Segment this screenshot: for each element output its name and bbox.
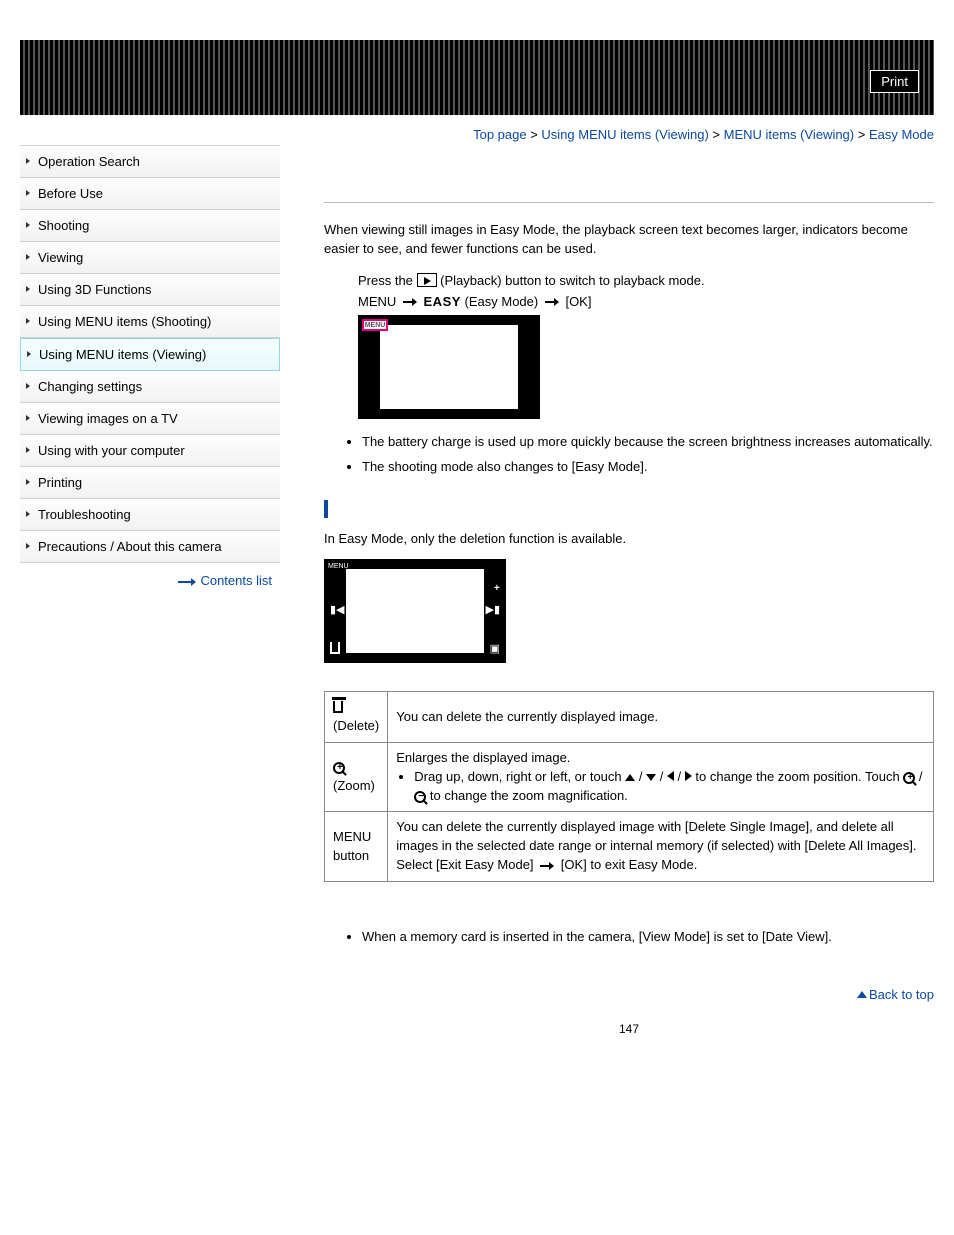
up-arrow-icon: [857, 991, 867, 998]
arrow-right-icon: [403, 298, 417, 306]
prev-icon: ▮◀: [330, 603, 345, 616]
illustration-screen: [346, 569, 484, 653]
sidebar-list: Operation SearchBefore UseShootingViewin…: [20, 145, 280, 563]
intro-text: When viewing still images in Easy Mode, …: [324, 221, 934, 259]
back-to-top-link[interactable]: Back to top: [869, 987, 934, 1002]
function-table: (Delete) You can delete the currently di…: [324, 691, 934, 882]
sidebar-item[interactable]: Before Use: [20, 178, 280, 210]
header-bar: Print: [20, 40, 934, 115]
table-row: MENU button You can delete the currently…: [325, 812, 934, 882]
page-number: 147: [324, 1022, 934, 1036]
breadcrumb-sep: >: [854, 127, 869, 142]
text: to change the zoom position. Touch: [695, 769, 903, 784]
breadcrumb-sep: >: [709, 127, 724, 142]
sub-bullets: Drag up, down, right or left, or touch /…: [414, 768, 925, 806]
breadcrumb-item[interactable]: MENU items (Viewing): [724, 127, 855, 142]
breadcrumb-item[interactable]: Using MENU items (Viewing): [541, 127, 708, 142]
row-desc: Enlarges the displayed image. Drag up, d…: [388, 742, 934, 812]
text: MENU: [358, 294, 400, 309]
text: [OK] to exit Easy Mode.: [557, 857, 697, 872]
text: (Playback) button to switch to playback …: [437, 273, 705, 288]
row-desc: You can delete the currently displayed i…: [388, 692, 934, 743]
table-row: (Zoom) Enlarges the displayed image. Dra…: [325, 742, 934, 812]
row-head-label: (Zoom): [333, 778, 375, 793]
row-head-delete: (Delete): [325, 692, 388, 743]
step-line-1: Press the (Playback) button to switch to…: [358, 273, 934, 288]
illustration-screen: [380, 325, 518, 409]
trash-icon: [333, 701, 343, 713]
illustration-2: MENU ▮◀ ▶▮ ▣: [324, 559, 506, 663]
contents-list-link[interactable]: Contents list: [20, 573, 280, 588]
down-icon: [646, 774, 656, 781]
list-item: The shooting mode also changes to [Easy …: [362, 458, 934, 477]
text: Enlarges the displayed image.: [396, 749, 925, 768]
back-to-top[interactable]: Back to top: [324, 987, 934, 1002]
text: Press the: [358, 273, 417, 288]
zoom-out-icon: [414, 791, 426, 803]
sidebar-item[interactable]: Changing settings: [20, 371, 280, 403]
note-list-2: When a memory card is inserted in the ca…: [358, 928, 934, 947]
step-block: Press the (Playback) button to switch to…: [358, 273, 934, 419]
breadcrumb-sep: >: [527, 127, 542, 142]
text: You can delete the currently displayed i…: [396, 818, 925, 856]
up-icon: [625, 774, 635, 781]
easy-mode-icon: EASY: [424, 294, 461, 309]
table-row: (Delete) You can delete the currently di…: [325, 692, 934, 743]
sidebar-item[interactable]: Viewing: [20, 242, 280, 274]
print-button[interactable]: Print: [870, 70, 919, 93]
text: Select [Exit Easy Mode]: [396, 857, 537, 872]
arrow-right-icon: [545, 298, 559, 306]
row-head-zoom: (Zoom): [325, 742, 388, 812]
trash-icon: [330, 642, 340, 655]
menu-label-icon: MENU: [328, 563, 349, 570]
text: Drag up, down, right or left, or touch: [414, 769, 625, 784]
next-icon: ▶▮: [485, 603, 500, 616]
list-item: Drag up, down, right or left, or touch /…: [414, 768, 925, 806]
row-head-menu: MENU button: [325, 812, 388, 882]
sidebar-item[interactable]: Troubleshooting: [20, 499, 280, 531]
right-icon: [685, 771, 692, 781]
arrow-right-icon: [540, 862, 554, 870]
list-item: When a memory card is inserted in the ca…: [362, 928, 934, 947]
sidebar-item[interactable]: Using with your computer: [20, 435, 280, 467]
text: (Easy Mode): [461, 294, 542, 309]
zoom-in-icon: [490, 583, 502, 595]
sidebar-item[interactable]: Using MENU items (Shooting): [20, 306, 280, 338]
list-item: The battery charge is used up more quick…: [362, 433, 934, 452]
text: [OK]: [562, 294, 592, 309]
text-line: Select [Exit Easy Mode] [OK] to exit Eas…: [396, 856, 925, 875]
sidebar-item[interactable]: Operation Search: [20, 146, 280, 178]
section2-intro: In Easy Mode, only the deletion function…: [324, 530, 934, 549]
divider: [324, 202, 934, 203]
text: button: [333, 848, 369, 863]
section-marker-icon: [324, 500, 328, 518]
text: to change the zoom magnification.: [430, 788, 628, 803]
breadcrumb: Top page > Using MENU items (Viewing) > …: [324, 127, 934, 142]
illustration-1: MENU: [358, 315, 540, 419]
zoom-in-icon: [903, 772, 915, 784]
row-desc: You can delete the currently displayed i…: [388, 812, 934, 882]
sidebar-item[interactable]: Precautions / About this camera: [20, 531, 280, 563]
contents-list-label[interactable]: Contents list: [200, 573, 272, 588]
content-area: Top page > Using MENU items (Viewing) > …: [280, 127, 934, 1036]
note-list-1: The battery charge is used up more quick…: [358, 433, 934, 477]
camera-icon: ▣: [490, 642, 500, 655]
step-line-2: MENU EASY (Easy Mode) [OK]: [358, 294, 934, 309]
menu-highlight-icon: MENU: [362, 319, 388, 331]
sidebar-item[interactable]: Viewing images on a TV: [20, 403, 280, 435]
sidebar: Operation SearchBefore UseShootingViewin…: [20, 127, 280, 1036]
breadcrumb-item[interactable]: Easy Mode: [869, 127, 934, 142]
row-head-label: (Delete): [333, 718, 379, 733]
left-icon: [667, 771, 674, 781]
zoom-icon: [333, 762, 345, 774]
arrow-right-icon: [178, 578, 196, 586]
sidebar-item[interactable]: Shooting: [20, 210, 280, 242]
sidebar-item[interactable]: Using MENU items (Viewing): [20, 338, 280, 371]
playback-icon: [417, 273, 437, 287]
text: MENU: [333, 829, 371, 844]
sidebar-item[interactable]: Using 3D Functions: [20, 274, 280, 306]
sidebar-item[interactable]: Printing: [20, 467, 280, 499]
breadcrumb-item[interactable]: Top page: [473, 127, 527, 142]
